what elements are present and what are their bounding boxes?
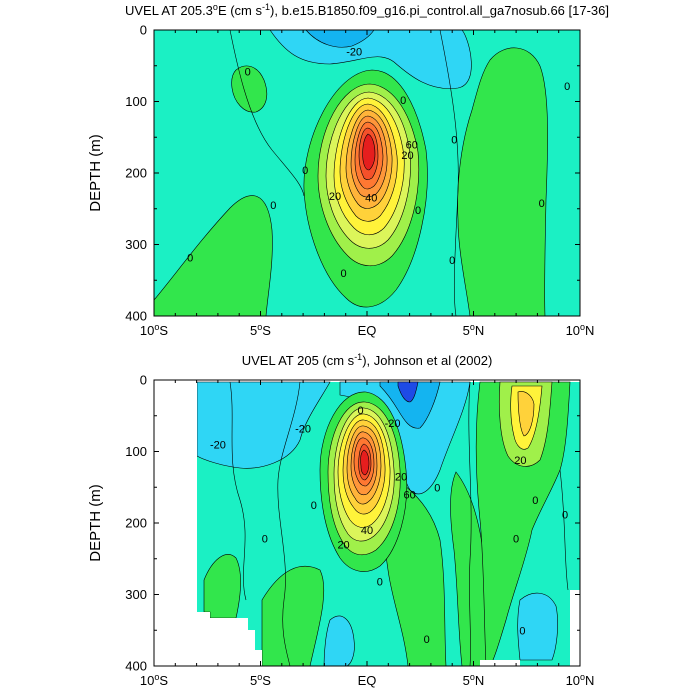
- bottom-ytick-label: 300: [125, 587, 147, 602]
- top-contour-label: 20: [401, 150, 413, 162]
- bottom-fill-green-north: [475, 381, 571, 666]
- bottom-euc-core: [319, 391, 408, 572]
- bottom-y-label: DEPTH (m): [87, 484, 104, 562]
- top-fill-west-green: [154, 195, 273, 316]
- top-xtick-label: 10oN: [566, 322, 595, 338]
- bottom-contour-label: 0: [358, 405, 364, 417]
- bottom-contour-label: 0: [377, 577, 383, 589]
- top-contour-label: -20: [346, 46, 362, 58]
- top-xtick-label: 10oS: [140, 322, 168, 338]
- bottom-contour-label: -20: [385, 418, 401, 430]
- top-title: UVEL AT 205.3oE (cm s-1), b.e15.B1850.f0…: [125, 2, 609, 18]
- top-fill-surface-cyan: [269, 30, 472, 89]
- bottom-contour-label: 0: [562, 509, 568, 521]
- bottom-xtick-label: EQ: [358, 673, 377, 688]
- top-contour-label: 0: [415, 205, 421, 217]
- bottom-fill-cyan-pocket: [517, 592, 558, 661]
- bottom-contour-label: 0: [424, 634, 430, 646]
- top-contour-label: 0: [449, 255, 455, 267]
- bottom-ytick-label: 0: [140, 373, 147, 388]
- top-contour-label: 20: [329, 191, 341, 203]
- bottom-contour-lines: [229, 381, 569, 666]
- bottom-contour-label: 40: [361, 525, 373, 537]
- top-title-deg: o: [213, 2, 218, 12]
- top-xtick-label: 5oS: [250, 322, 271, 338]
- bottom-contour-label: -20: [295, 424, 311, 436]
- top-ytick-label: 100: [125, 94, 147, 109]
- top-fill-surface-blue: [305, 30, 375, 48]
- top-contour-label: 0: [245, 66, 251, 78]
- bottom-title-rest: ), Johnson et al (2002): [362, 353, 492, 368]
- bottom-ytick-label: 200: [125, 516, 147, 531]
- top-panel: UVEL AT 205.3oE (cm s-1), b.e15.B1850.f0…: [87, 2, 609, 338]
- bottom-title-sup: -1: [354, 352, 362, 362]
- top-contour-label: 60: [406, 139, 418, 151]
- bottom-fill-west-cyan: [196, 381, 331, 469]
- bottom-contour-label: 0: [434, 482, 440, 494]
- bottom-contour-field: [154, 380, 580, 666]
- top-contour-label: 0: [341, 268, 347, 280]
- top-ytick-label: 300: [125, 237, 147, 252]
- bottom-contour-label: 0: [311, 500, 317, 512]
- bottom-contour-label: 20: [337, 539, 349, 551]
- bottom-title-main: UVEL AT 205 (cm s: [242, 353, 355, 368]
- top-contour-field: [154, 30, 580, 316]
- bottom-contour-label: 0: [532, 495, 538, 507]
- bottom-x-axis: 10oS 5oS EQ 5oN 10oN: [140, 380, 595, 688]
- top-contour-label: 0: [270, 200, 276, 212]
- bottom-contour-label: 20: [395, 472, 407, 484]
- bottom-xtick-label: 5oN: [463, 672, 485, 688]
- bottom-fill-missing-data: [154, 380, 262, 666]
- top-xtick-label: 5oN: [463, 322, 485, 338]
- top-title-sup: -1: [262, 2, 270, 12]
- top-contour-label: 0: [302, 165, 308, 177]
- top-euc-core: [303, 69, 428, 308]
- bottom-xtick-label: 10oS: [140, 672, 168, 688]
- bottom-xtick-label: 10oN: [566, 672, 595, 688]
- top-x-axis: 10oS 5oS EQ 5oN 10oN: [140, 30, 595, 338]
- bottom-ytick-label: 400: [125, 659, 147, 674]
- bottom-ytick-label: 100: [125, 444, 147, 459]
- bottom-contour-label: 60: [403, 489, 415, 501]
- top-fill-blob-green: [231, 65, 268, 113]
- bottom-contour-label: -20: [210, 439, 226, 451]
- top-contour-label: 0: [187, 252, 193, 264]
- bottom-panel: UVEL AT 205 (cm s-1), Johnson et al (200…: [87, 352, 594, 688]
- bottom-xtick-label: 5oS: [250, 672, 271, 688]
- top-ytick-label: 200: [125, 166, 147, 181]
- bottom-contour-label: 0: [513, 534, 519, 546]
- top-ytick-label: 0: [140, 23, 147, 38]
- bottom-contour-label: 0: [262, 534, 268, 546]
- top-contour-label: 40: [365, 192, 377, 204]
- top-xtick-label: EQ: [358, 323, 377, 338]
- bottom-contour-labels: -20 -20 -20 0 20 60 20 0 0 40 20 0 0 0 0 0 0 0: [210, 405, 568, 646]
- top-title-unit: E (cm s: [218, 3, 263, 18]
- bottom-contour-label: 20: [514, 455, 526, 467]
- top-y-label: DEPTH (m): [87, 134, 104, 212]
- bottom-fill-green-4: [450, 471, 489, 666]
- top-ytick-label: 400: [125, 309, 147, 324]
- bottom-fill-green-2: [261, 565, 325, 666]
- bottom-fill-central-dark: [397, 381, 419, 403]
- top-contour-label: 0: [451, 134, 457, 146]
- top-contour-label: 0: [564, 81, 570, 93]
- bottom-fill-central-blue: [379, 381, 441, 429]
- bottom-fill-missing-data-right: [480, 590, 580, 666]
- top-title-main: UVEL AT 205.3: [125, 3, 213, 18]
- top-contour-label: 0: [400, 95, 406, 107]
- top-title-rest: ), b.e15.B1850.f09_g16.pi_control.all_ga…: [270, 3, 609, 18]
- top-zero-contours: [229, 30, 459, 316]
- bottom-fill-north-orange: [517, 391, 535, 437]
- bottom-contour-label: 0: [519, 625, 525, 637]
- bottom-title: UVEL AT 205 (cm s-1), Johnson et al (200…: [242, 352, 493, 368]
- top-contour-label: 0: [539, 198, 545, 210]
- bottom-fill-cyan-pocket-2: [323, 615, 355, 666]
